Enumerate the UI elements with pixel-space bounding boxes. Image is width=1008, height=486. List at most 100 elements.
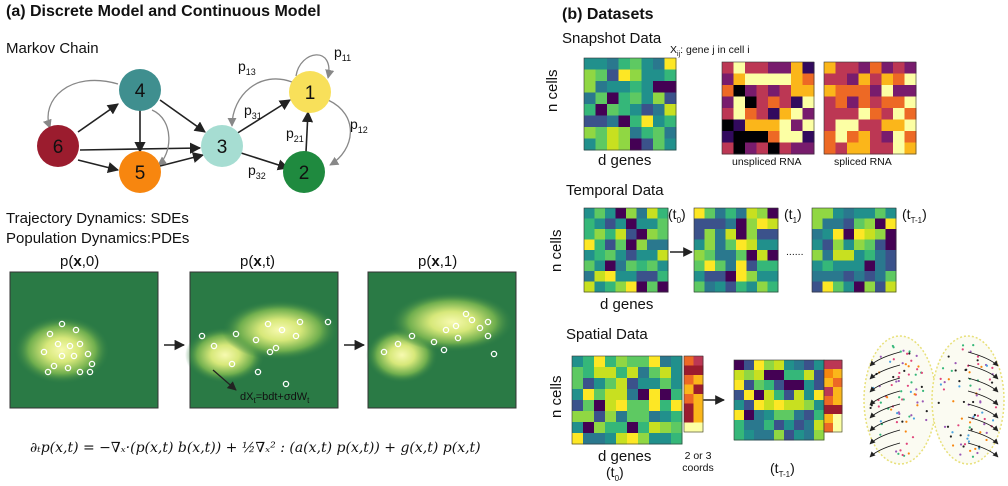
node-2: 2: [283, 151, 325, 193]
tissue-dot: [904, 430, 907, 433]
flow-arrow: [869, 429, 901, 445]
tissue-dot: [976, 451, 979, 455]
tissue-dot: [879, 401, 882, 404]
spatial-tissue-icons: [863, 335, 1005, 465]
cell-marker: [264, 320, 272, 328]
svg-text:5: 5: [135, 163, 146, 184]
tissue-dot: [895, 421, 899, 424]
temporal-heatmap-tT: [811, 207, 897, 293]
tissue-dot: [967, 434, 970, 437]
tissue-dot: [975, 394, 978, 397]
cell-marker: [58, 320, 66, 328]
tissue-dot: [920, 371, 924, 374]
snapshot-annotation: Xij: gene j in cell i: [670, 44, 750, 59]
cell-marker: [476, 324, 484, 332]
flow-arrow: [967, 442, 999, 458]
tissue-dot: [972, 415, 975, 418]
tissue-dot: [969, 449, 972, 452]
tissue-dot: [985, 364, 989, 367]
cell-marker: [66, 342, 74, 350]
tissue-dot: [959, 453, 962, 456]
spatial-coords-label: 2 or 3 coords: [682, 450, 714, 474]
snapshot-xlabel: d genes: [598, 152, 652, 169]
tissue-dot: [897, 379, 900, 383]
tissue-dot: [889, 360, 892, 363]
markov-nodes: 1 2 3 4 5 6: [37, 69, 331, 193]
flow-arrow: [967, 364, 999, 380]
tissue-dot: [897, 375, 900, 379]
tissue-dot: [974, 447, 977, 450]
flow-arrow: [869, 416, 901, 432]
tissue-dot: [901, 398, 904, 401]
tissue-dot: [952, 400, 955, 403]
tissue-dot: [978, 388, 981, 391]
tissue-dot: [960, 417, 963, 420]
tissue-dot: [968, 421, 972, 424]
flow-arrow: [967, 416, 999, 432]
tissue-dot: [973, 413, 976, 417]
tissue-dot: [949, 435, 952, 438]
tissue-dot: [915, 354, 918, 357]
tissue-dot: [971, 455, 975, 458]
flow-arrow: [869, 442, 901, 458]
flow-arrow: [967, 377, 999, 393]
tissue-dot: [961, 344, 965, 347]
temporal-t0: (t0): [668, 206, 686, 225]
node-3: 3: [201, 125, 243, 167]
tissue-dot: [939, 377, 942, 380]
tissue-dot: [969, 384, 972, 387]
spliced-label: spliced RNA: [834, 156, 892, 168]
flow-arrow: [869, 377, 901, 393]
spatial-coords-tT: [823, 359, 843, 433]
tissue-dot: [985, 431, 988, 434]
density-title-1: p(x,1): [418, 253, 458, 270]
tissue-dot: [879, 420, 882, 423]
cell-marker: [484, 332, 492, 340]
cell-marker: [452, 322, 460, 330]
cell-marker: [50, 362, 58, 370]
tissue-dot: [891, 344, 894, 348]
panel-a-title: (a) Discrete Model and Continuous Model: [6, 3, 321, 20]
edge-label-p21: p21: [286, 125, 304, 144]
tissue-dot: [963, 443, 967, 446]
cell-marker: [54, 340, 62, 348]
tissue-dot: [968, 371, 971, 374]
tissue-dot: [964, 368, 967, 372]
tissue-dot: [920, 385, 923, 388]
svg-text:3: 3: [217, 137, 228, 158]
tissue-dot: [898, 396, 901, 399]
cell-marker: [292, 332, 300, 340]
pde-equation: ∂ₜp(x,t) = −∇ₓ·(p(x,t) b(x,t)) + ½∇ₓ² : …: [30, 440, 481, 456]
tissue-dot: [976, 414, 980, 417]
cell-marker: [70, 352, 78, 360]
svg-text:1: 1: [305, 83, 316, 104]
density-title-t: p(x,t): [240, 253, 276, 270]
tissue-dot: [903, 369, 906, 372]
tissue-dot: [892, 358, 895, 361]
cell-marker: [252, 336, 260, 344]
tissue-dot: [976, 359, 979, 362]
node-5: 5: [119, 151, 161, 193]
flow-arrow: [967, 403, 999, 419]
temporal-xlabel: d genes: [600, 296, 654, 313]
cell-marker: [76, 340, 84, 348]
panel-b-title: (b) Datasets: [562, 6, 654, 23]
node-6: 6: [37, 125, 79, 167]
tissue-dot: [896, 412, 899, 415]
tissue-dot: [947, 355, 950, 358]
tissue-dot: [910, 359, 913, 362]
temporal-tT: (tT-1): [902, 206, 927, 225]
cell-marker: [76, 368, 84, 376]
tissue-dot: [978, 447, 981, 450]
cell-marker: [296, 318, 304, 326]
tissue-dot: [897, 411, 900, 414]
tissue-dot: [897, 452, 900, 455]
tissue-dot: [942, 388, 946, 391]
tissue-dot: [959, 443, 963, 446]
tissue-dot: [921, 400, 924, 403]
snapshot-title: Snapshot Data: [562, 30, 662, 47]
tissue-dot: [947, 378, 950, 381]
tissue-dot: [972, 400, 975, 404]
tissue-dot: [990, 381, 994, 384]
